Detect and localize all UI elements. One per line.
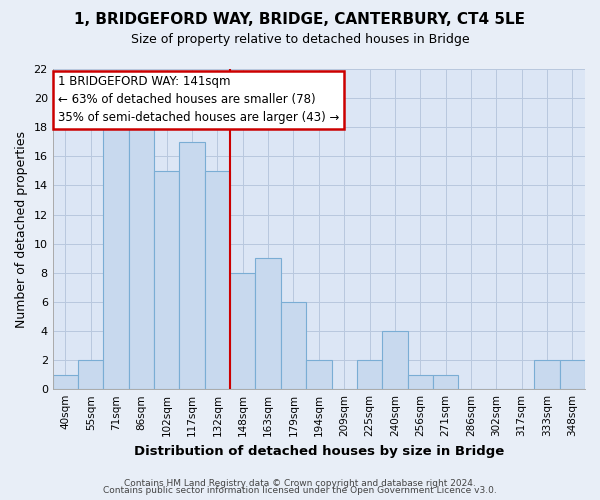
Bar bbox=[433, 374, 458, 389]
Bar bbox=[129, 127, 154, 389]
Bar bbox=[78, 360, 103, 389]
Bar bbox=[154, 171, 179, 389]
Bar bbox=[103, 127, 129, 389]
Bar bbox=[357, 360, 382, 389]
Bar bbox=[205, 171, 230, 389]
Text: 1 BRIDGEFORD WAY: 141sqm
← 63% of detached houses are smaller (78)
35% of semi-d: 1 BRIDGEFORD WAY: 141sqm ← 63% of detach… bbox=[58, 76, 340, 124]
Bar bbox=[179, 142, 205, 389]
Text: Contains public sector information licensed under the Open Government Licence v3: Contains public sector information licen… bbox=[103, 486, 497, 495]
Bar bbox=[382, 331, 407, 389]
Bar bbox=[535, 360, 560, 389]
Bar bbox=[306, 360, 332, 389]
Bar bbox=[407, 374, 433, 389]
Y-axis label: Number of detached properties: Number of detached properties bbox=[15, 130, 28, 328]
Text: Size of property relative to detached houses in Bridge: Size of property relative to detached ho… bbox=[131, 32, 469, 46]
Text: 1, BRIDGEFORD WAY, BRIDGE, CANTERBURY, CT4 5LE: 1, BRIDGEFORD WAY, BRIDGE, CANTERBURY, C… bbox=[74, 12, 526, 28]
Bar bbox=[281, 302, 306, 389]
X-axis label: Distribution of detached houses by size in Bridge: Distribution of detached houses by size … bbox=[134, 444, 504, 458]
Text: Contains HM Land Registry data © Crown copyright and database right 2024.: Contains HM Land Registry data © Crown c… bbox=[124, 478, 476, 488]
Bar bbox=[53, 374, 78, 389]
Bar bbox=[256, 258, 281, 389]
Bar bbox=[560, 360, 585, 389]
Bar bbox=[230, 273, 256, 389]
